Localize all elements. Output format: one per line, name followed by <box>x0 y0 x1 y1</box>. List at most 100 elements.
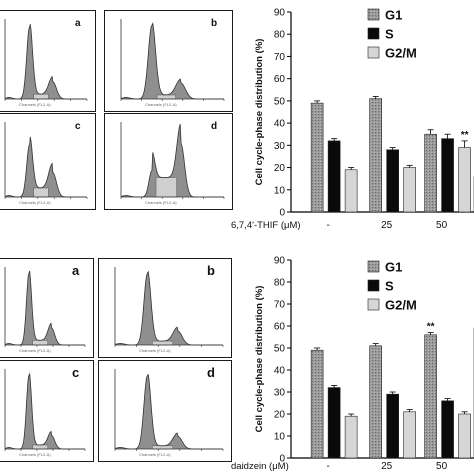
bar-g1 <box>369 98 382 213</box>
bar-chart-2: 0 10 20 30 40 50 60 70 80 90 Cell cycle-phase dist… <box>231 256 474 472</box>
y-tick-label: 80 <box>274 278 286 289</box>
histogram-plot <box>4 369 86 451</box>
histogram-panel-top-a: a Channels (FL2-A) <box>0 10 96 112</box>
y-tick-label: 60 <box>274 322 286 333</box>
legend-label: G1 <box>385 260 402 275</box>
x-axis-label: 6,7,4'-THIF (μM) <box>231 220 301 231</box>
bar-chart-1: 0 10 20 30 40 50 60 70 80 90 Cell cycle-phase dist… <box>231 8 474 231</box>
histogram-panel-top-d: d Channels (FL2-A) <box>104 113 233 210</box>
y-tick-label: 30 <box>274 388 286 399</box>
panel-label: a <box>72 263 80 278</box>
bar-s <box>441 400 454 459</box>
bar-s <box>327 140 341 213</box>
y-tick-label: 20 <box>274 410 286 421</box>
legend-swatch <box>367 27 380 40</box>
panel-label: a <box>75 18 81 29</box>
legend-swatch <box>367 279 380 292</box>
histogram-x-axis-label: Channels (FL2-A) <box>139 348 171 353</box>
y-tick-label: 10 <box>274 185 286 196</box>
y-tick-label: 70 <box>274 52 286 63</box>
y-tick-label: 40 <box>274 119 286 130</box>
legend-label: G2/M <box>385 46 417 61</box>
x-tick-label: 25 <box>381 461 393 472</box>
histogram-panel-bottom-a: a Channels (FL2-A) <box>0 258 94 358</box>
bar-g2m <box>458 147 471 213</box>
y-tick-label: 60 <box>274 74 286 85</box>
bar-g2m <box>458 413 471 459</box>
histogram-panel-top-b: b Channels (FL2-A) <box>104 10 233 112</box>
legend-label: S <box>385 279 394 294</box>
histogram-plot <box>4 19 88 101</box>
histogram-area <box>121 23 224 99</box>
bar-g1 <box>310 349 324 459</box>
bar-g2m <box>403 167 416 213</box>
bar-s <box>327 387 341 459</box>
y-tick-label: 90 <box>274 256 286 267</box>
bar-s <box>386 149 399 213</box>
y-tick-label: 80 <box>274 30 286 41</box>
panel-label: d <box>211 121 218 132</box>
y-axis-label: Cell cycle-phase distribution (%) <box>254 39 265 186</box>
panel-label: b <box>211 18 218 29</box>
bar-s <box>441 138 454 213</box>
panel-label: b <box>207 263 215 278</box>
histogram-panel-bottom-d: d Channels (FL2-A) <box>98 360 232 462</box>
histogram-plot <box>4 122 88 199</box>
histogram-x-axis-label: Channels (FL2-A) <box>145 200 177 205</box>
legend-label: S <box>385 27 394 42</box>
histogram-panel-bottom-b: b Channels (FL2-A) <box>98 258 232 358</box>
y-tick-label: 90 <box>274 8 286 19</box>
histogram-plot <box>114 369 224 451</box>
panel-label: d <box>207 365 215 380</box>
histogram-plot <box>4 267 86 347</box>
histogram-panel-top-c: c Channels (FL2-A) <box>0 113 96 210</box>
histogram-x-axis-label: Channels (FL2-A) <box>19 348 51 353</box>
x-tick-label: 50 <box>436 220 448 231</box>
bar-g2m <box>403 411 416 459</box>
y-tick-label: 30 <box>274 141 286 152</box>
legend-swatch <box>367 298 380 311</box>
legend-label: G2/M <box>385 298 417 313</box>
panel-label: c <box>72 365 80 380</box>
histogram-plot <box>120 122 225 199</box>
bar-g1 <box>369 345 382 459</box>
y-tick-label: 20 <box>274 163 286 174</box>
x-tick-label: - <box>326 220 329 231</box>
histogram-area <box>5 24 87 100</box>
histogram-plot <box>114 267 224 347</box>
y-tick-label: 0 <box>279 454 285 465</box>
bar-g2m <box>344 169 358 213</box>
x-tick-label: 25 <box>381 220 393 231</box>
histogram-x-axis-label: Channels (FL2-A) <box>19 200 51 205</box>
histogram-x-axis-label: Channels (FL2-A) <box>19 102 51 107</box>
x-tick-label: - <box>326 461 329 472</box>
panel-label: c <box>75 121 81 132</box>
bar-g2m <box>344 415 358 459</box>
histogram-area <box>5 136 87 197</box>
y-tick-label: 50 <box>274 344 286 355</box>
histogram-panel-bottom-c: c Channels (FL2-A) <box>0 360 94 462</box>
histogram-plot <box>120 19 225 101</box>
y-tick-label: 0 <box>279 208 285 219</box>
significance-annotation: ** <box>427 322 435 333</box>
y-axis-label: Cell cycle-phase distribution (%) <box>254 286 265 433</box>
histogram-x-axis-label: Channels (FL2-A) <box>145 102 177 107</box>
legend-swatch <box>367 46 380 59</box>
y-tick-label: 40 <box>274 366 286 377</box>
bar-g1 <box>424 133 437 213</box>
histogram-x-axis-label: Channels (FL2-A) <box>19 452 51 457</box>
y-tick-label: 50 <box>274 96 286 107</box>
legend-label: G1 <box>385 8 402 23</box>
legend-swatch <box>367 260 380 273</box>
significance-annotation: ** <box>461 130 469 141</box>
y-tick-label: 70 <box>274 300 286 311</box>
legend-swatch <box>367 8 380 21</box>
histogram-x-axis-label: Channels (FL2-A) <box>139 452 171 457</box>
x-tick-label: 50 <box>436 461 448 472</box>
y-tick-label: 10 <box>274 432 286 443</box>
bar-g1 <box>310 102 324 213</box>
bar-s <box>386 393 399 459</box>
bar-g1 <box>424 334 437 459</box>
x-axis-label: daidzein (μM) <box>231 461 289 472</box>
